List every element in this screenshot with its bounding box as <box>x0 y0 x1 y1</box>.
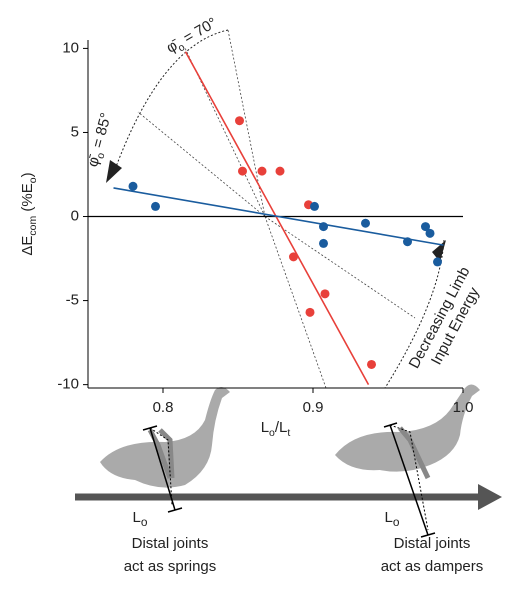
arrowhead <box>478 484 502 510</box>
x-axis-label-part: /L <box>275 419 288 436</box>
length-line <box>389 424 429 536</box>
sector-line <box>184 47 266 217</box>
x-axis-label-part: o <box>269 427 275 439</box>
length-cap <box>420 532 436 538</box>
y-tick-label: -10 <box>57 376 79 393</box>
point <box>275 166 285 176</box>
leg-right <box>398 426 431 480</box>
length-label-part: o <box>393 515 400 529</box>
point <box>305 307 315 317</box>
y-axis-label-part: ΔE <box>19 236 36 256</box>
caption: act as dampers <box>381 558 484 575</box>
arrowhead <box>106 160 122 183</box>
y-axis-label-part: (%E <box>19 183 36 216</box>
point <box>128 181 138 191</box>
length-label: Lo <box>133 509 148 529</box>
length-cap <box>167 507 183 513</box>
y-tick-label: -5 <box>66 292 79 309</box>
energy-arc <box>384 239 445 389</box>
x-axis-label-part: t <box>287 427 290 439</box>
point <box>319 222 328 232</box>
y-axis-label-part: com <box>27 215 39 235</box>
sector-line <box>137 111 266 217</box>
x-axis-label: Lo/Lt <box>261 419 291 439</box>
x-tick-label: 0.8 <box>153 399 174 416</box>
sector-line <box>264 216 416 319</box>
sector-line <box>227 29 266 217</box>
illustration <box>75 384 502 538</box>
angle-label-part: = 85° <box>88 111 115 154</box>
y-axis-label-part: o <box>27 177 39 183</box>
joint-line <box>149 427 173 506</box>
caption: Distal joints <box>132 535 209 552</box>
length-label: Lo <box>385 509 400 529</box>
y-tick-label: 5 <box>71 123 79 140</box>
point <box>238 166 247 176</box>
x-tick-label: 0.9 <box>303 399 324 416</box>
length-line <box>149 427 176 511</box>
angle-arc <box>112 29 229 176</box>
point <box>289 252 298 262</box>
caption: Distal joints <box>394 535 471 552</box>
length-label-part: L <box>385 509 393 526</box>
angle-label: φ̄o = 85° <box>84 111 117 170</box>
length-label-part: o <box>141 515 148 529</box>
angle-label: φ̄o = 70° <box>164 14 222 59</box>
sector-line <box>264 216 327 389</box>
fit-line <box>184 51 370 386</box>
point <box>151 201 160 211</box>
point <box>367 359 376 369</box>
length-label-part: L <box>133 509 141 526</box>
joint-line <box>389 424 429 531</box>
x-axis-label-part: L <box>261 419 269 436</box>
point <box>310 201 319 211</box>
point <box>235 116 244 126</box>
angle-label-part: o <box>94 151 107 160</box>
point <box>257 166 267 176</box>
angle-label-part: = 70° <box>177 14 220 49</box>
point <box>320 289 330 299</box>
fit-line <box>113 187 444 246</box>
bird-left <box>100 386 230 488</box>
x-tick-label: 1.0 <box>453 399 474 416</box>
point <box>319 238 328 248</box>
caption: act as springs <box>124 558 217 575</box>
bird-right <box>335 384 480 472</box>
point <box>361 218 370 228</box>
point <box>425 228 435 238</box>
y-axis-label-part: ) <box>19 172 36 177</box>
point <box>403 237 412 247</box>
point <box>421 222 430 232</box>
y-axis-label: ΔEcom (%Eo) <box>19 172 39 255</box>
angle-label-part: o <box>176 41 187 54</box>
y-tick-label: 0 <box>71 207 79 224</box>
point <box>433 257 442 267</box>
y-tick-label: 10 <box>62 39 79 56</box>
